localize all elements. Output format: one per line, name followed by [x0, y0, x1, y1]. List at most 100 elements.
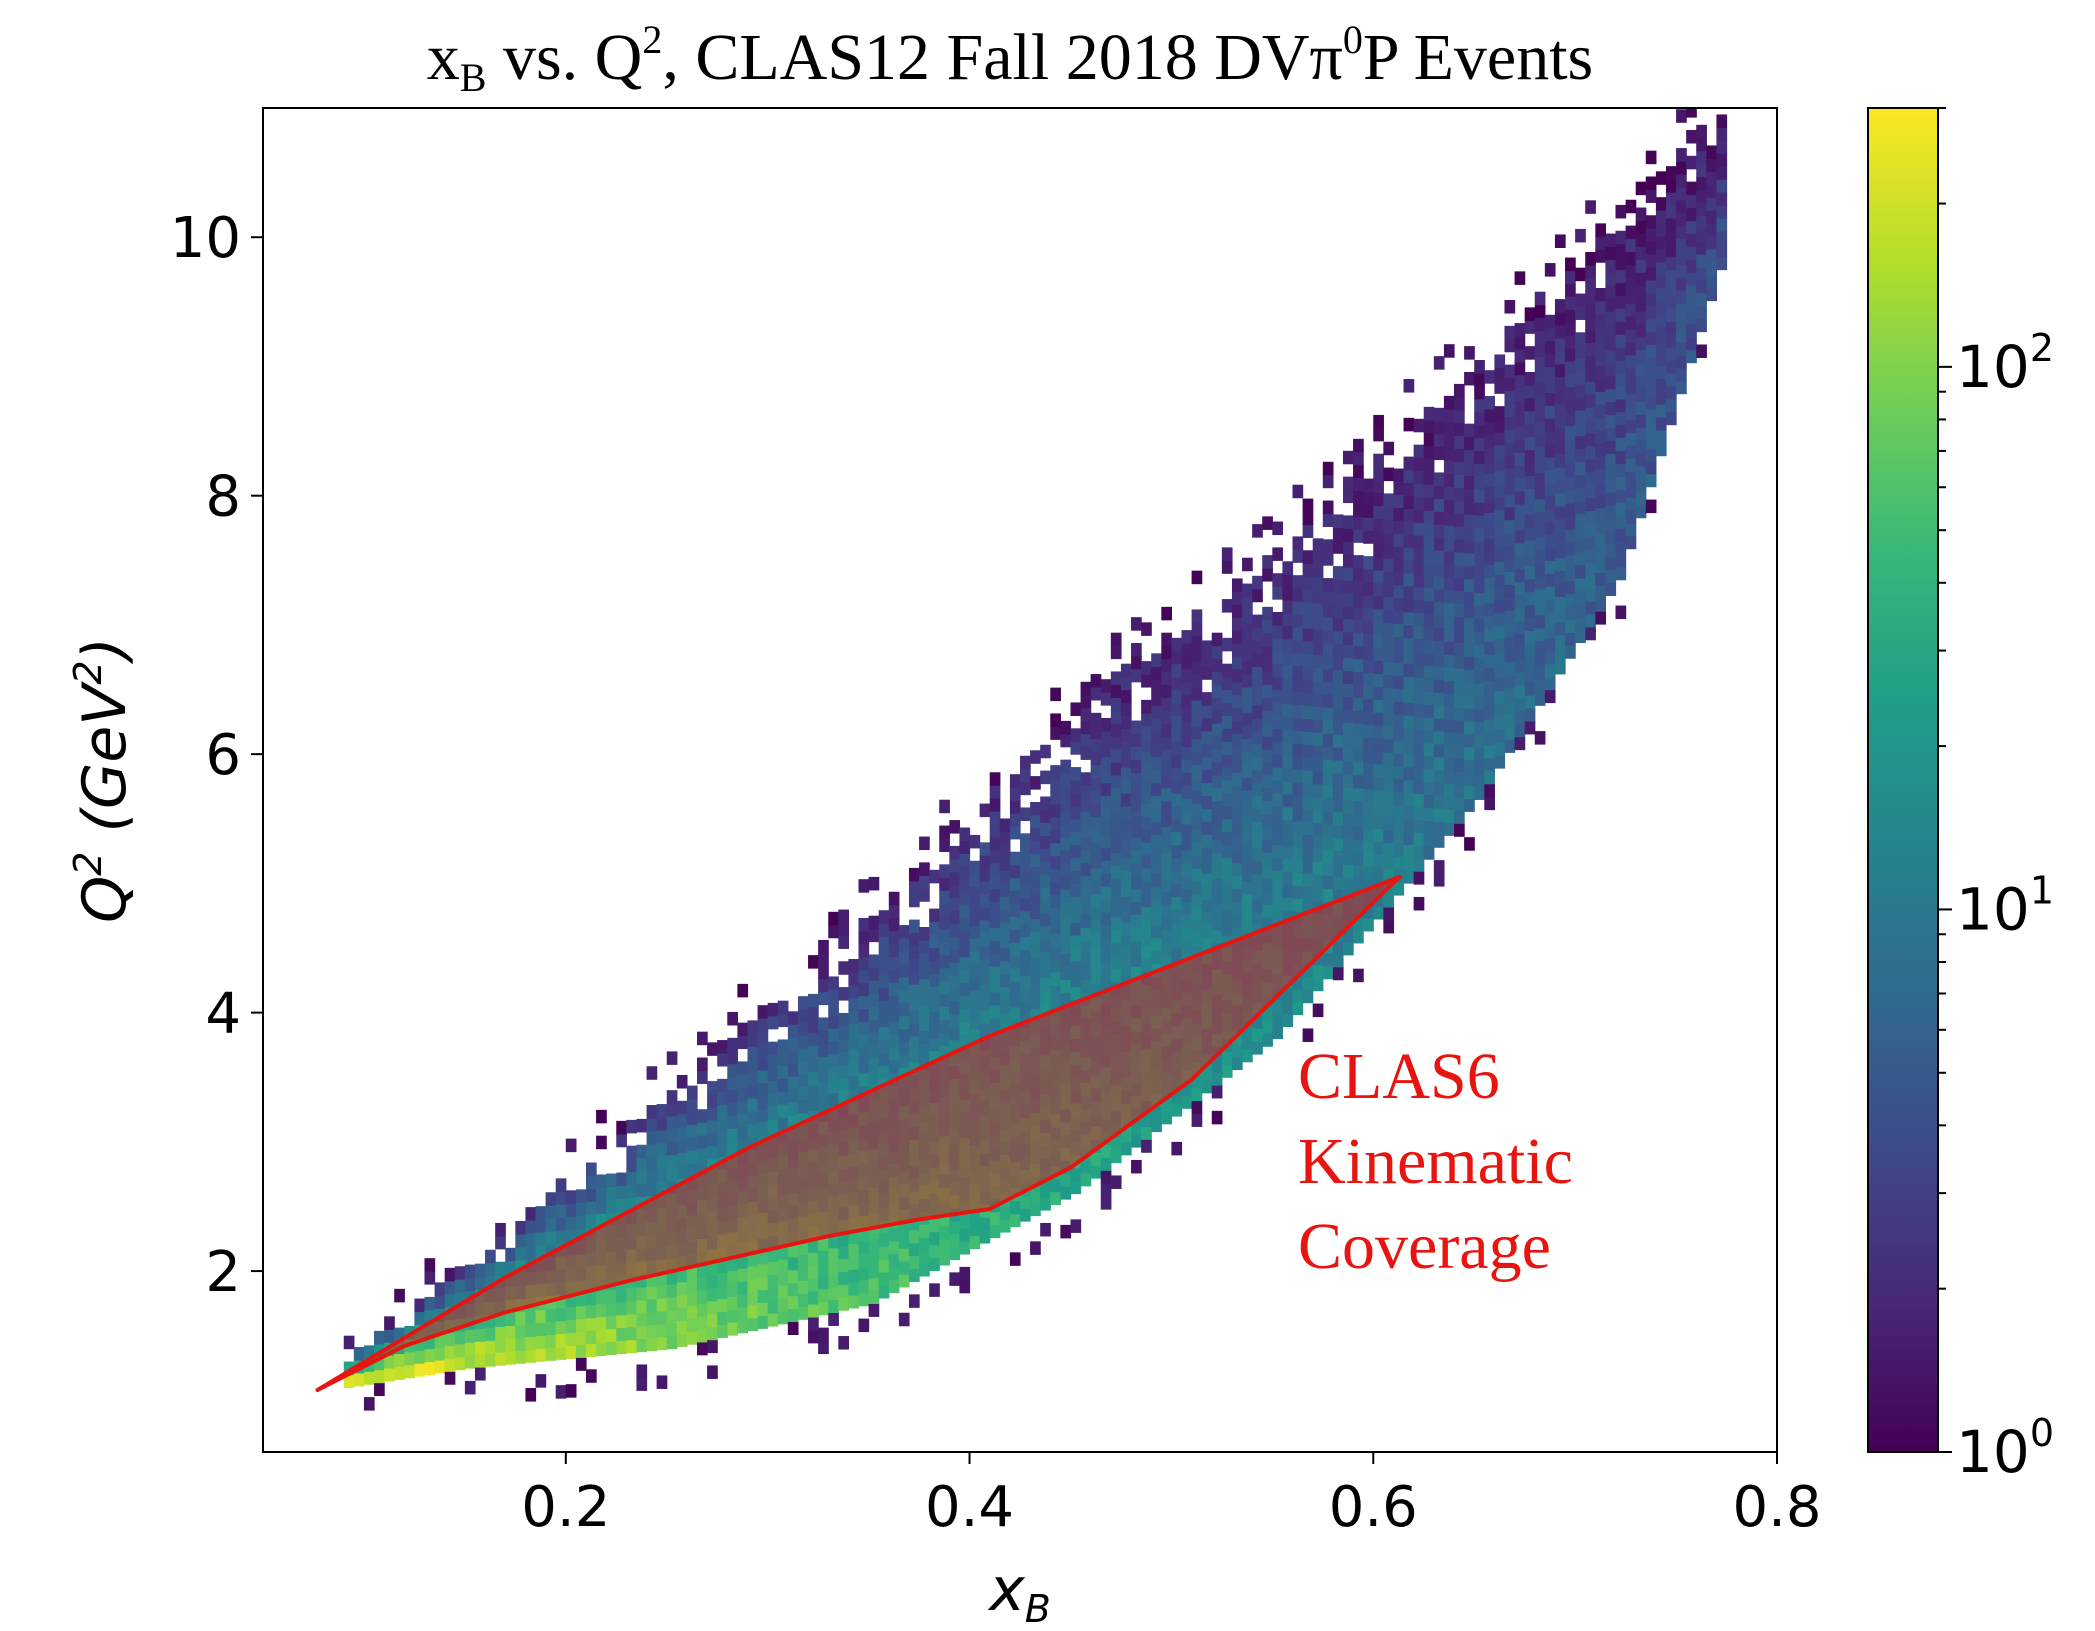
heatmap-cell [1363, 788, 1374, 803]
heatmap-cell [919, 1133, 930, 1148]
heatmap-cell [1524, 372, 1536, 386]
heatmap-cell [1312, 615, 1324, 630]
heatmap-cell [1443, 447, 1455, 462]
heatmap-cell [1282, 755, 1294, 769]
heatmap-cell [1030, 1137, 1041, 1152]
heatmap-cell [979, 1087, 991, 1102]
heatmap-cell [1383, 790, 1395, 805]
heatmap-cell [1413, 871, 1425, 885]
heatmap-cell [1575, 552, 1586, 566]
heatmap-cell [485, 1262, 496, 1277]
heatmap-cell [1575, 487, 1586, 501]
heatmap-cell [878, 1284, 890, 1299]
heatmap-cell [1575, 267, 1586, 282]
heatmap-cell [1393, 649, 1405, 663]
heatmap-cell [818, 1043, 829, 1057]
heatmap-cell [1332, 953, 1344, 968]
heatmap-cell [1100, 937, 1112, 952]
heatmap-cell [1302, 614, 1314, 629]
heatmap-cell [1504, 468, 1516, 482]
heatmap-cell [1554, 441, 1566, 455]
heatmap-cell [1353, 891, 1364, 905]
heatmap-cell [676, 1139, 688, 1154]
heatmap-cell [1534, 511, 1546, 525]
heatmap-cell [1322, 500, 1334, 515]
heatmap-cell [676, 1281, 688, 1296]
heatmap-cell [424, 1296, 436, 1311]
heatmap-cell [777, 1259, 789, 1273]
heatmap-cell [929, 999, 940, 1013]
heatmap-cell [1060, 720, 1072, 735]
heatmap-cell [737, 1319, 749, 1334]
heatmap-cell [1009, 1200, 1021, 1215]
heatmap-cell [343, 1335, 355, 1350]
heatmap-cell [1332, 669, 1344, 684]
heatmap-cell [656, 1207, 668, 1221]
heatmap-cell [1221, 1025, 1233, 1040]
heatmap-cell [1484, 641, 1495, 656]
heatmap-cell [1110, 1020, 1122, 1034]
heatmap-cell [1605, 285, 1617, 299]
heatmap-cell [1625, 367, 1637, 382]
heatmap-cell [777, 1065, 789, 1079]
heatmap-cell [939, 993, 950, 1008]
heatmap-cell [616, 1301, 627, 1316]
heatmap-cell [1090, 674, 1102, 688]
heatmap-cell [1464, 772, 1475, 787]
heatmap-cell [767, 1300, 779, 1314]
heatmap-cell [697, 1135, 708, 1149]
heatmap-cell [515, 1272, 527, 1287]
heatmap-cell [1524, 320, 1536, 334]
heatmap-cell [828, 924, 839, 939]
heatmap-cell [1141, 997, 1152, 1011]
heatmap-cell [1242, 919, 1253, 934]
heatmap-cell [1242, 674, 1253, 688]
heatmap-cell [797, 1112, 809, 1126]
heatmap-cell [1413, 741, 1425, 756]
heatmap-cell [969, 925, 981, 939]
heatmap-cell [515, 1246, 527, 1261]
heatmap-cell [1050, 1036, 1061, 1051]
heatmap-cell [1635, 465, 1647, 480]
heatmap-cell [374, 1330, 385, 1345]
heatmap-cell [999, 1076, 1011, 1091]
heatmap-cell [1433, 821, 1445, 835]
heatmap-cell [1464, 527, 1475, 541]
heatmap-cell [1211, 671, 1223, 685]
heatmap-cell [1181, 1082, 1193, 1096]
heatmap-cell [1332, 734, 1344, 748]
heatmap-cell [1110, 671, 1122, 685]
heatmap-cell [1060, 888, 1072, 903]
heatmap-cell [939, 1252, 950, 1266]
heatmap-cell [1696, 241, 1707, 255]
heatmap-cell [1403, 637, 1415, 652]
heatmap-cell [1242, 829, 1253, 843]
heatmap-cell [919, 978, 930, 993]
heatmap-cell [898, 1105, 910, 1120]
heatmap-cell [1221, 560, 1233, 574]
heatmap-cell [1554, 363, 1566, 378]
heatmap-cell [797, 1125, 809, 1139]
heatmap-cell [747, 1123, 759, 1138]
heatmap-cell [1040, 770, 1051, 785]
heatmap-cell [1716, 243, 1728, 258]
heatmap-cell [848, 1101, 860, 1115]
heatmap-cell [1312, 887, 1324, 901]
heatmap-cell [1272, 521, 1284, 536]
heatmap-cell [1141, 1035, 1152, 1050]
plot-frame [262, 107, 1778, 1453]
heatmap-cell [707, 1339, 718, 1354]
heatmap-cell [1302, 821, 1314, 836]
heatmap-cell [1716, 217, 1728, 232]
heatmap-cell [1060, 1069, 1072, 1084]
heatmap-cell [626, 1236, 638, 1250]
heatmap-cell [818, 1301, 829, 1316]
heatmap-cell [1383, 687, 1395, 701]
heatmap-cell [1009, 1058, 1021, 1073]
heatmap-cell [1221, 1012, 1233, 1027]
heatmap-cell [1464, 346, 1475, 360]
heatmap-cell [1040, 1067, 1051, 1082]
heatmap-cell [1302, 912, 1314, 926]
heatmap-cell [1231, 643, 1243, 657]
heatmap-cell [1030, 866, 1041, 881]
